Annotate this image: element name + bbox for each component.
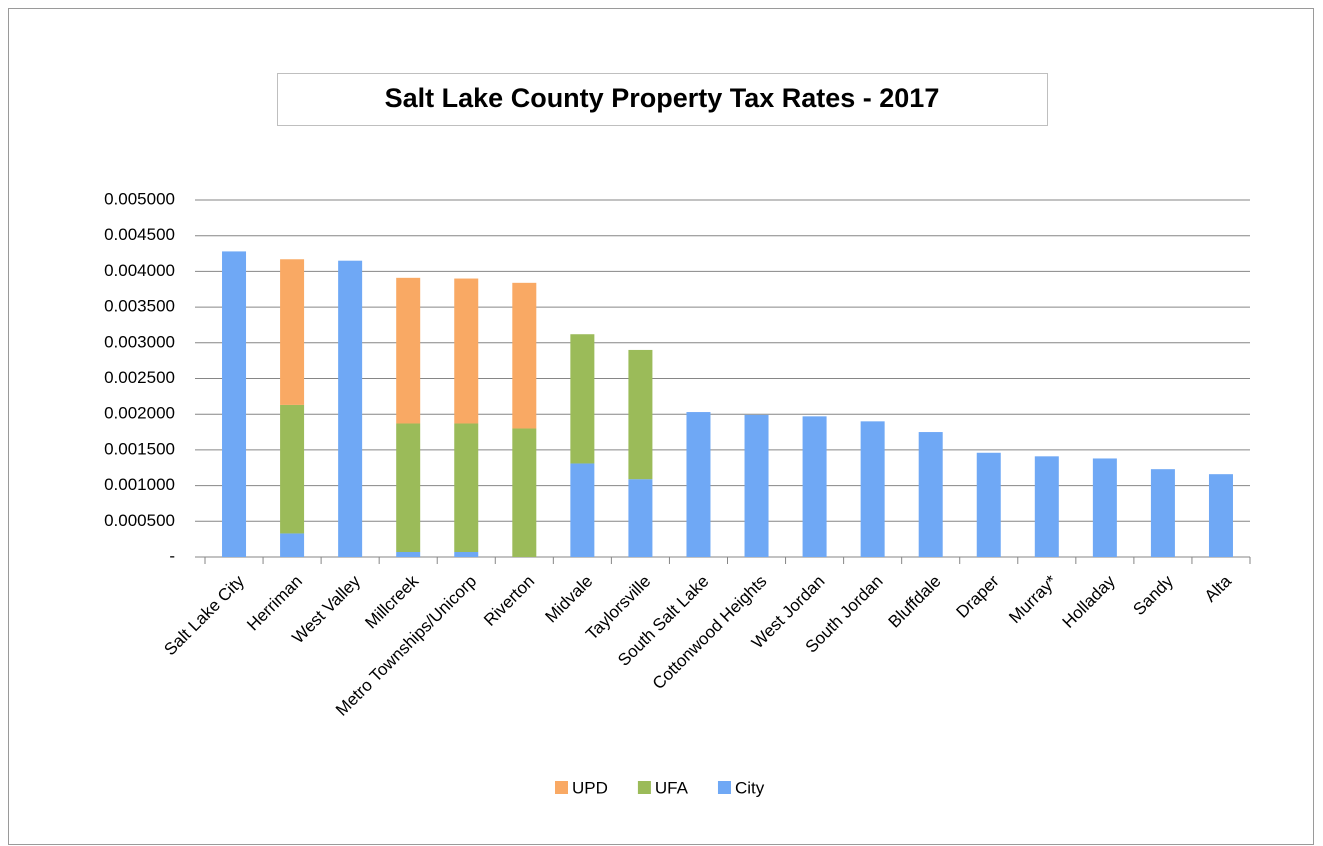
y-tick-label: - (169, 546, 175, 565)
bar-segment (280, 259, 305, 405)
legend-label: City (735, 778, 765, 797)
y-tick-label: 0.003500 (104, 297, 175, 316)
bar-segment (222, 251, 247, 557)
bar-segment (512, 428, 537, 557)
bar-segment (860, 421, 885, 557)
bar-segment (280, 404, 305, 534)
bar-segment (628, 349, 653, 480)
bar-segment (1150, 469, 1175, 557)
y-tick-label: 0.001500 (104, 439, 175, 458)
bar-segment (686, 412, 711, 557)
bar-segment (338, 260, 363, 557)
y-tick-label: 0.004500 (104, 225, 175, 244)
bar-segment (512, 282, 537, 429)
bar-segment (454, 423, 479, 553)
legend-swatch (555, 781, 568, 794)
legend-swatch (717, 781, 731, 794)
bar-segment (570, 463, 595, 557)
y-tick-label: 0.002000 (104, 404, 175, 423)
y-tick-label: 0.003000 (104, 332, 175, 351)
chart-title: Salt Lake County Property Tax Rates - 20… (385, 83, 940, 113)
bar-segment (1034, 456, 1059, 557)
bar-segment (396, 277, 421, 424)
bar-segment (976, 452, 1001, 557)
bar-segment (1208, 474, 1233, 557)
y-tick-label: 0.002500 (104, 368, 175, 387)
bar-segment (396, 423, 421, 553)
bar-segment (454, 278, 479, 424)
chart-border (8, 8, 1314, 845)
y-tick-label: 0.001000 (104, 475, 175, 494)
legend-label: UFA (655, 778, 689, 797)
y-tick-label: 0.005000 (104, 189, 175, 208)
bar-segment (918, 432, 943, 557)
legend-swatch (637, 781, 651, 794)
bar-segment (628, 479, 653, 557)
y-tick-label: 0.000500 (104, 511, 175, 530)
legend-label: UPD (572, 778, 608, 797)
bar-segment (570, 334, 595, 464)
bar-segment (1092, 458, 1117, 557)
y-tick-label: 0.004000 (104, 261, 175, 280)
bar-segment (396, 552, 421, 557)
bar-segment (454, 552, 479, 557)
bar-segment (744, 414, 769, 557)
bar-segment (802, 416, 827, 557)
title-box (277, 73, 1048, 126)
bar-segment (280, 533, 305, 557)
